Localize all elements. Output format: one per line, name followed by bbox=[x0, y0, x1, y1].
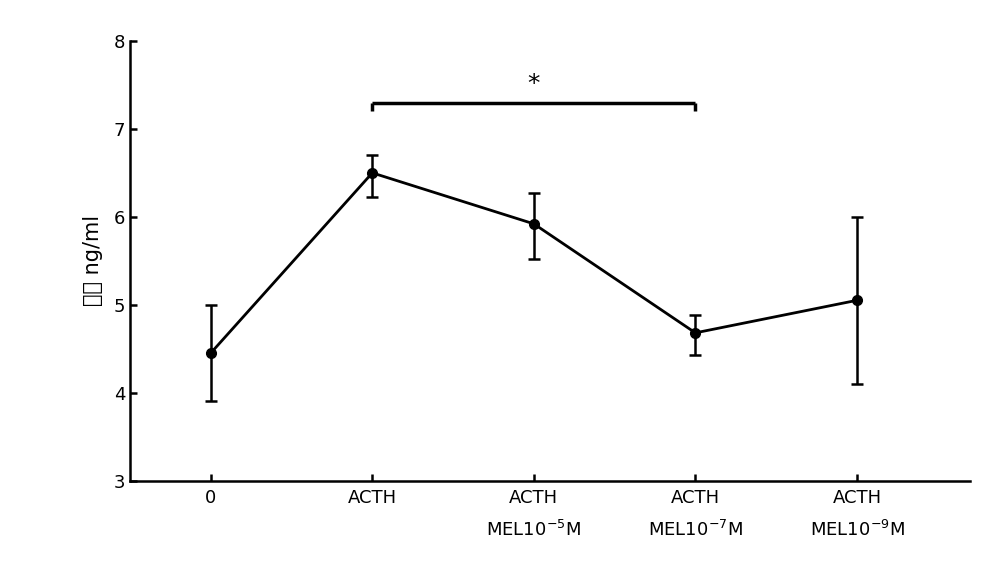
Text: MEL10$^{-7}$M: MEL10$^{-7}$M bbox=[648, 519, 743, 540]
Y-axis label: 孕酮 ng/ml: 孕酮 ng/ml bbox=[83, 215, 103, 306]
Text: MEL10$^{-5}$M: MEL10$^{-5}$M bbox=[486, 519, 581, 540]
Text: *: * bbox=[528, 73, 540, 96]
Text: MEL10$^{-9}$M: MEL10$^{-9}$M bbox=[810, 519, 904, 540]
